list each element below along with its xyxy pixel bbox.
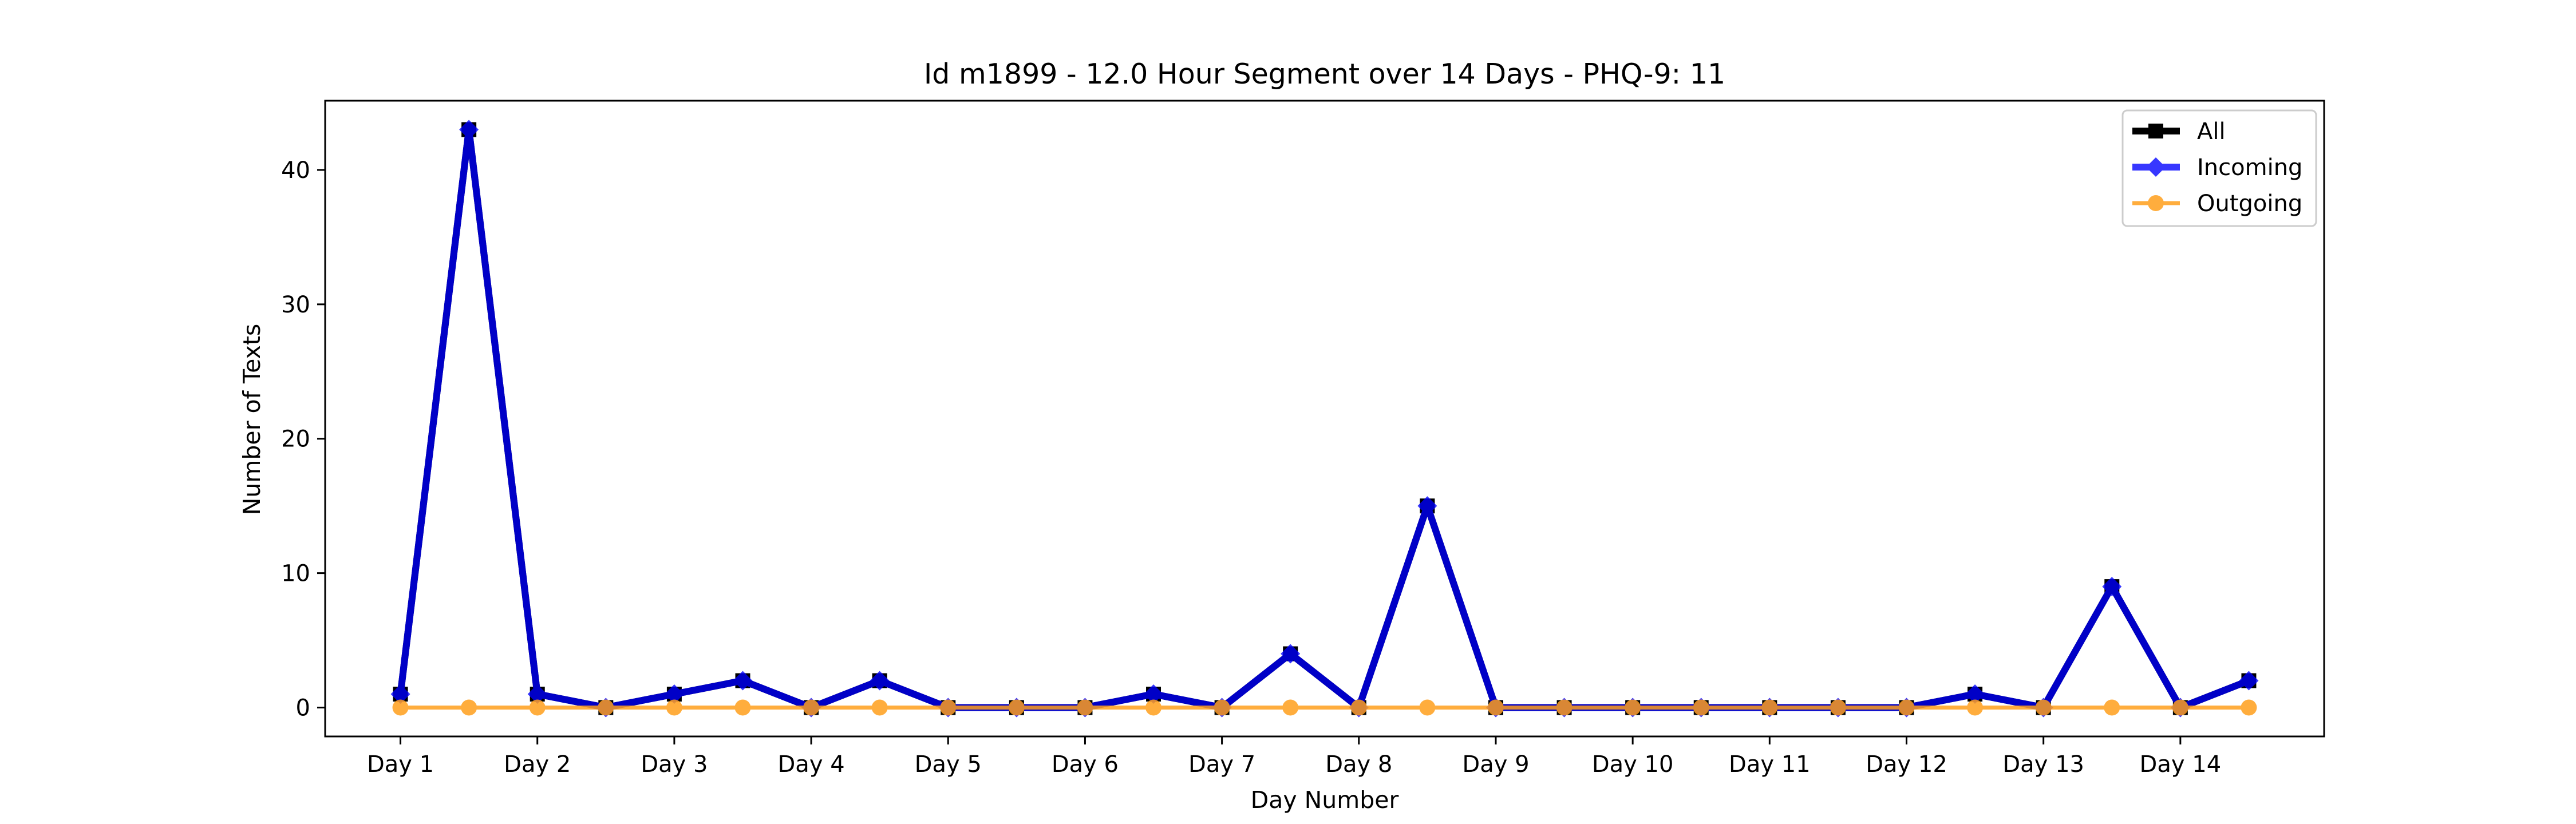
series-line xyxy=(397,126,2250,711)
x-tick-label: Day 8 xyxy=(1325,751,1392,778)
legend-marker xyxy=(2146,157,2166,177)
data-point xyxy=(1281,644,1301,664)
legend-label: Outgoing xyxy=(2197,191,2302,217)
data-point xyxy=(870,671,890,691)
y-tick-label: 30 xyxy=(281,292,310,318)
data-point xyxy=(1556,699,1573,716)
x-tick-label: Day 6 xyxy=(1052,751,1119,778)
legend-entry xyxy=(2132,157,2180,177)
data-point xyxy=(871,699,888,716)
data-point xyxy=(940,699,957,716)
data-point xyxy=(2104,699,2120,716)
data-point xyxy=(1282,699,1299,716)
x-tick-label: Day 5 xyxy=(915,751,982,778)
x-tick-label: Day 14 xyxy=(2140,751,2222,778)
data-point xyxy=(461,699,477,716)
y-tick-label: 40 xyxy=(281,157,310,184)
x-tick-label: Day 10 xyxy=(1592,751,1674,778)
x-tick-label: Day 12 xyxy=(1866,751,1947,778)
data-point xyxy=(2102,577,2122,597)
data-point xyxy=(803,699,820,716)
legend-entry xyxy=(2132,124,2180,138)
plot-frame xyxy=(324,100,2325,738)
x-tick-label: Day 9 xyxy=(1462,751,1529,778)
x-tick-label: Day 7 xyxy=(1188,751,1255,778)
data-point xyxy=(1965,684,1985,704)
legend-box xyxy=(2121,109,2317,227)
data-point xyxy=(1417,496,1437,516)
data-point xyxy=(1830,699,1846,716)
x-tick-label: Day 11 xyxy=(1729,751,1811,778)
legend-label: All xyxy=(2197,118,2226,145)
axes: Day 1 Day 2 Day 3 Day 4 Day 5 Day 6 Day 7 Day 8… xyxy=(281,100,2325,778)
chart-title: Id m1899 - 12.0 Hour Segment over 14 Day… xyxy=(924,58,1725,90)
data-point xyxy=(1077,699,1093,716)
data-point xyxy=(2035,699,2052,716)
x-tick-label: Day 13 xyxy=(2002,751,2084,778)
y-tick-label: 10 xyxy=(281,561,310,587)
data-point xyxy=(1144,684,1164,704)
data-point xyxy=(2239,671,2259,691)
data-point xyxy=(2172,699,2188,716)
data-point xyxy=(390,684,410,704)
x-axis-label: Day Number xyxy=(1251,786,1399,814)
data-point xyxy=(666,699,682,716)
data-point xyxy=(1898,699,1915,716)
data-point xyxy=(529,699,546,716)
data-point xyxy=(2241,699,2257,716)
data-point xyxy=(1214,699,1230,716)
data-point xyxy=(1419,699,1436,716)
series-outgoing xyxy=(392,699,2257,716)
data-point xyxy=(1008,699,1025,716)
x-tick-label: Day 1 xyxy=(367,751,434,778)
x-tick-label: Day 2 xyxy=(504,751,571,778)
legend-label: Incoming xyxy=(2197,154,2302,181)
legend-entry xyxy=(2132,195,2180,211)
data-point xyxy=(1625,699,1641,716)
data-point xyxy=(1145,699,1162,716)
data-point xyxy=(392,699,409,716)
data-point xyxy=(1487,699,1504,716)
data-point xyxy=(733,671,753,691)
data-point xyxy=(1761,699,1778,716)
legend: All Incoming Outgoing xyxy=(2121,109,2317,227)
data-point xyxy=(664,684,684,704)
x-tick-label: Day 3 xyxy=(641,751,708,778)
y-tick-label: 20 xyxy=(281,426,310,453)
data-point xyxy=(734,699,751,716)
plot-area xyxy=(390,120,2259,718)
data-point xyxy=(459,120,479,140)
y-tick-label: 0 xyxy=(296,695,310,722)
legend-marker xyxy=(2148,124,2163,138)
legend-marker xyxy=(2148,195,2164,211)
data-point xyxy=(1693,699,1709,716)
data-point xyxy=(527,684,547,704)
data-point xyxy=(598,699,614,716)
data-point xyxy=(1350,699,1367,716)
y-axis-label: Number of Texts xyxy=(238,324,266,516)
x-tick-label: Day 4 xyxy=(778,751,845,778)
data-point xyxy=(1967,699,1984,716)
